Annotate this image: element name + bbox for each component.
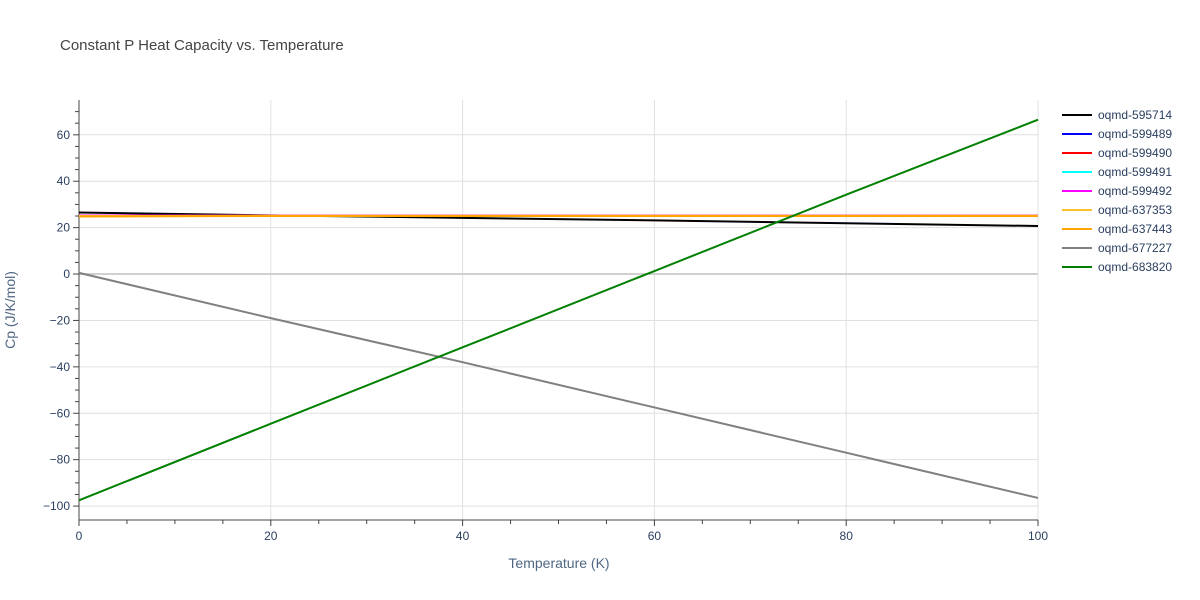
- y-tick-label: −100: [43, 499, 70, 513]
- y-axis-title: Cp (J/K/mol): [2, 271, 18, 349]
- x-tick-label: 80: [840, 529, 854, 543]
- legend-label: oqmd-637353: [1098, 203, 1172, 217]
- series-line-oqmd-595714: [78, 211, 1039, 227]
- legend-label: oqmd-637443: [1098, 222, 1172, 236]
- y-tick-label: 0: [63, 267, 70, 281]
- legend-label: oqmd-599490: [1098, 146, 1172, 160]
- legend-label: oqmd-599492: [1098, 184, 1172, 198]
- y-tick-label: −60: [50, 406, 71, 420]
- series-line-oqmd-677227: [78, 271, 1039, 499]
- series-line-oqmd-683820: [78, 118, 1039, 502]
- x-tick-label: 20: [264, 529, 278, 543]
- legend-label: oqmd-599489: [1098, 127, 1172, 141]
- legend-label: oqmd-683820: [1098, 260, 1172, 274]
- x-tick-label: 40: [456, 529, 470, 543]
- y-tick-label: 20: [57, 221, 71, 235]
- chart-title: Constant P Heat Capacity vs. Temperature: [60, 37, 344, 54]
- y-tick-label: 60: [57, 128, 71, 142]
- y-tick-label: −40: [50, 360, 71, 374]
- y-tick-label: −80: [50, 453, 71, 467]
- x-axis-title: Temperature (K): [508, 555, 609, 571]
- legend-label: oqmd-595714: [1098, 108, 1172, 122]
- x-tick-label: 0: [76, 529, 83, 543]
- legend-label: oqmd-599491: [1098, 165, 1172, 179]
- x-tick-label: 100: [1028, 529, 1048, 543]
- axis-layer: 0 20 40 60 80 100 −100 −80 −60 −40 −20 0 20 40 60: [43, 100, 1048, 543]
- legend-label: oqmd-677227: [1098, 241, 1172, 255]
- y-tick-label: 40: [57, 174, 71, 188]
- legend: oqmd-595714 oqmd-599489 oqmd-599490 oqmd-59…: [1062, 108, 1172, 274]
- y-tick-label: −20: [50, 313, 71, 327]
- x-tick-label: 60: [648, 529, 662, 543]
- series-layer: [78, 118, 1039, 502]
